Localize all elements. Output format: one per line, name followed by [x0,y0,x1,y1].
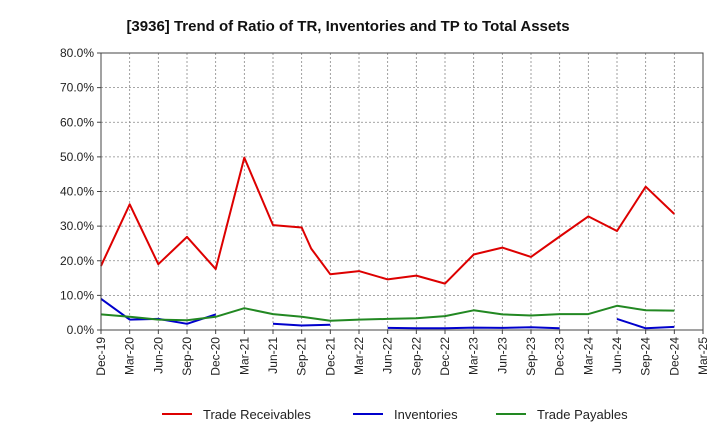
x-tick-label: Sep-21 [295,337,309,376]
x-tick-label: Mar-20 [123,337,137,375]
y-axis: 0.0% 10.0% 20.0% 30.0% 40.0% 50.0% 60.0% 70.0% 8… [60,46,101,337]
y-tick-label: 20.0% [60,254,94,268]
x-tick-label: Sep-23 [524,337,538,376]
legend-label: Inventories [394,407,458,422]
x-tick-label: Dec-19 [94,337,108,376]
y-tick-label: 50.0% [60,150,94,164]
y-tick-label: 60.0% [60,115,94,129]
x-tick-label: Jun-20 [151,337,165,374]
y-tick-label: 80.0% [60,46,94,60]
x-tick-label: Dec-23 [553,337,567,376]
x-tick-label: Mar-22 [352,337,366,375]
x-tick-label: Sep-24 [639,337,653,376]
x-tick-label: Mar-24 [581,337,595,375]
series-line-trade-payables [100,304,675,322]
x-tick-label: Sep-22 [409,337,423,376]
x-tick-label: Jun-23 [495,337,509,374]
x-axis: Dec-19 Mar-20 Jun-20 Sep-20 Dec-20 Mar-21 Jun-… [94,330,710,376]
y-tick-label: 70.0% [60,81,94,95]
series-lines [100,156,675,330]
x-tick-label: Mar-25 [696,337,710,375]
chart-title: [3936] Trend of Ratio of TR, Inventories… [126,18,569,35]
plot-area-frame [100,52,704,331]
x-tick-label: Dec-20 [209,337,223,376]
series-line-trade-receivables [100,156,675,285]
x-tick-label: Mar-21 [237,337,251,375]
legend-label: Trade Payables [537,407,628,422]
y-tick-label: 40.0% [60,185,94,199]
grid-lines [100,52,704,331]
x-tick-label: Jun-22 [381,337,395,374]
x-tick-label: Dec-22 [438,337,452,376]
x-tick-label: Jun-21 [266,337,280,374]
x-tick-label: Dec-24 [667,337,681,376]
x-tick-label: Sep-20 [180,337,194,376]
y-tick-label: 30.0% [60,219,94,233]
x-tick-label: Jun-24 [610,337,624,374]
x-tick-label: Mar-23 [467,337,481,375]
y-tick-label: 0.0% [67,323,95,337]
x-tick-label: Dec-21 [323,337,337,376]
legend: Trade Receivables Inventories Trade Payabl… [162,407,628,422]
y-tick-label: 10.0% [60,288,94,302]
legend-label: Trade Receivables [203,407,311,422]
